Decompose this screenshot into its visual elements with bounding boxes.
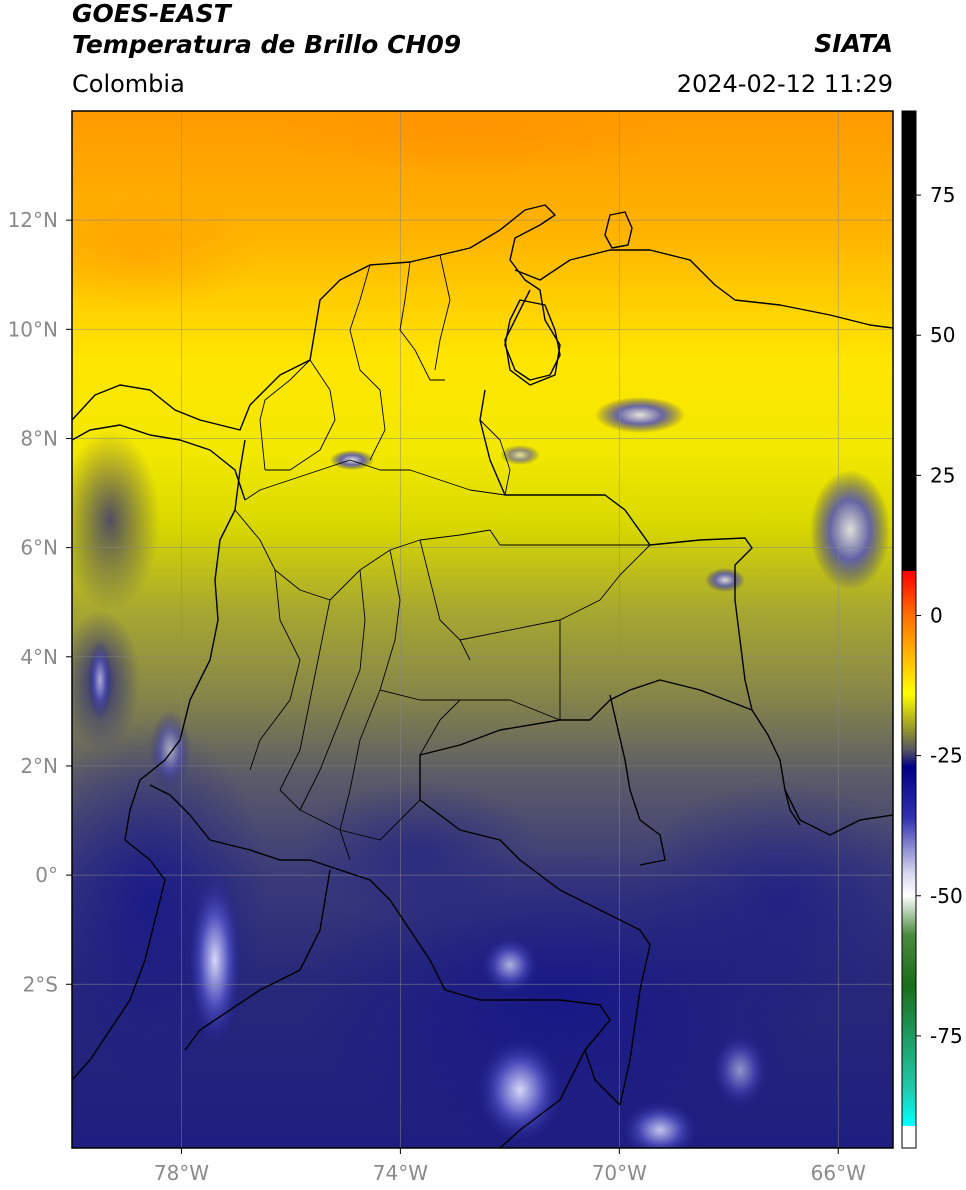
brightness-temperature-field	[72, 111, 893, 1148]
lat-tick-label: 0°	[35, 863, 58, 887]
maracaibo-lake	[504, 299, 561, 381]
chart-title: GOES-EAST Temperatura de Brillo CH09	[72, 0, 461, 60]
venezuela-brazil-border	[784, 789, 801, 826]
peru-brazil-border	[499, 1049, 586, 1148]
pacific-coast	[72, 439, 246, 1081]
colorbar-tick-label: 50	[930, 323, 955, 347]
map-gridlines	[72, 111, 893, 1148]
department-borders	[234, 254, 651, 861]
colombia-venezuela-border	[479, 389, 893, 836]
lat-tick-label: 10°N	[8, 317, 58, 341]
colorbar	[901, 110, 917, 1149]
lat-tick-label: 2°S	[23, 972, 58, 996]
colorbar-tick-label: -75	[930, 1024, 963, 1048]
colorbar-ticks: 75 50 25 0 -25 -50 -75	[916, 183, 963, 1048]
colorbar-tick-label: -50	[930, 884, 963, 908]
product-name: Temperatura de Brillo CH09	[72, 30, 462, 59]
lon-tick-label: 70°W	[592, 1161, 647, 1185]
paraguana-peninsula	[604, 211, 633, 249]
lat-tick-label: 4°N	[20, 645, 58, 669]
colorbar-tick-label: 25	[930, 463, 955, 487]
venezuela-north-coast	[514, 249, 893, 329]
lon-tick-label: 66°W	[811, 1161, 866, 1185]
lat-tick-label: 12°N	[8, 208, 58, 232]
brazil-venezuela-east	[609, 694, 666, 866]
lat-tick-label: 6°N	[20, 536, 58, 560]
longitude-axis: 78°W 74°W 70°W 66°W	[154, 1148, 866, 1185]
region-label: Colombia	[72, 70, 185, 98]
country-borders	[72, 204, 893, 1148]
ecuador-peru-border	[184, 869, 331, 1051]
colorbar-tick-label: -25	[930, 744, 963, 768]
latitude-axis: 12°N 10°N 8°N 6°N 4°N 2°N 0° 2°S	[8, 208, 72, 996]
lat-tick-label: 8°N	[20, 426, 58, 450]
colorbar-tick-label: 75	[930, 183, 955, 207]
datetime-label: 2024-02-12 11:29	[676, 70, 893, 98]
panama-coast	[72, 424, 246, 501]
map-frame	[71, 110, 894, 1149]
colombia-north-coast	[72, 204, 561, 431]
colombia-peru-border	[149, 784, 621, 1106]
lon-tick-label: 74°W	[373, 1161, 428, 1185]
colorbar-tick-label: 0	[930, 603, 943, 627]
lat-tick-label: 2°N	[20, 754, 58, 778]
lon-tick-label: 78°W	[154, 1161, 209, 1185]
organization-label: SIATA	[814, 29, 893, 58]
satellite-name: GOES-EAST	[72, 0, 231, 28]
